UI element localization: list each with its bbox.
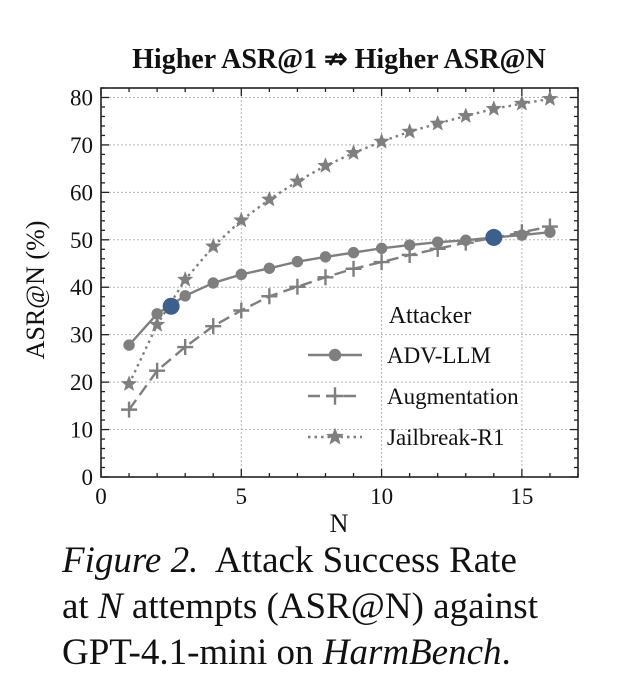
grid-lines: [100, 88, 578, 478]
chart: Higher ASR@1 ⇏ Higher ASR@N 0 5 10 15 0 10 20 3…: [21, 44, 579, 538]
x-axis-label: N: [330, 509, 349, 538]
point-adv-llm: [347, 246, 360, 259]
y-tick-label: 60: [70, 180, 93, 205]
point-jailbreak-r1: [120, 375, 138, 392]
point-jailbreak-r1: [513, 94, 531, 111]
caption-var-n: N: [97, 586, 123, 627]
point-adv-llm: [179, 290, 191, 302]
caption-line-1: Figure 2. Attack Success Rate: [62, 538, 602, 584]
point-adv-llm: [207, 277, 219, 289]
legend: Attacker ADV-LLM Augmentation Jailbreak-R1: [308, 303, 519, 450]
point-augmentation: [513, 224, 530, 241]
point-augmentation: [177, 339, 194, 356]
point-augmentation: [121, 401, 138, 418]
point-jailbreak-r1: [148, 316, 166, 332]
y-tick-label: 0: [82, 465, 94, 490]
point-jailbreak-r1: [457, 107, 475, 124]
point-jailbreak-r1: [261, 190, 278, 207]
y-tick-label: 70: [70, 133, 93, 158]
legend-marker-jailbreak-r1: [325, 427, 345, 445]
point-augmentation: [401, 246, 418, 263]
y-tick-label: 10: [70, 418, 93, 443]
highlight-point: [485, 228, 503, 246]
point-jailbreak-r1: [429, 114, 446, 131]
series-line-adv-llm: [128, 231, 551, 346]
series-markers: [120, 90, 559, 418]
point-adv-llm: [123, 339, 135, 351]
point-augmentation: [289, 278, 306, 295]
point-augmentation: [233, 302, 250, 319]
caption-line2-prefix: at: [62, 586, 89, 627]
point-augmentation: [457, 234, 474, 251]
y-axis-label: ASR@N (%): [21, 221, 50, 360]
point-adv-llm: [319, 251, 332, 263]
x-tick-label: 5: [236, 484, 248, 509]
point-augmentation: [261, 288, 278, 305]
point-augmentation: [345, 260, 362, 277]
caption-period: .: [501, 632, 511, 673]
point-adv-llm: [235, 268, 247, 281]
point-jailbreak-r1: [233, 211, 250, 228]
point-jailbreak-r1: [176, 270, 194, 287]
point-adv-llm: [375, 242, 388, 255]
legend-marker-adv-llm: [328, 348, 342, 362]
point-jailbreak-r1: [317, 157, 334, 173]
legend-title: Attacker: [389, 303, 472, 329]
point-augmentation: [429, 240, 446, 257]
legend-label-augmentation: Augmentation: [387, 384, 519, 409]
y-tick-label: 50: [70, 228, 93, 253]
series-lines: [127, 97, 551, 411]
point-jailbreak-r1: [289, 172, 306, 189]
point-jailbreak-r1: [485, 100, 503, 116]
legend-label-adv-llm: ADV-LLM: [387, 343, 491, 368]
point-jailbreak-r1: [541, 90, 559, 106]
y-tick-label: 20: [70, 370, 93, 395]
series-line-augmentation: [128, 225, 551, 411]
caption-line-2: at N attempts (ASR@N) against: [62, 584, 602, 630]
point-adv-llm: [263, 262, 276, 274]
y-tick-label: 40: [70, 275, 93, 300]
chart-title: Higher ASR@1 ⇏ Higher ASR@N: [132, 44, 546, 75]
point-augmentation: [541, 218, 558, 235]
legend-label-jailbreak-r1: Jailbreak-R1: [387, 425, 505, 450]
caption-line3-prefix: GPT-4.1-mini on: [62, 632, 314, 673]
plot-frame: [100, 87, 579, 478]
point-augmentation: [205, 318, 222, 335]
caption-benchmark: HarmBench: [322, 632, 502, 673]
axis-ticks: 0 5 10 15 0 10 20 30 40 50 60 70 80: [70, 85, 579, 509]
caption-line1-text: Attack Success Rate: [214, 540, 517, 581]
highlight-points: [162, 228, 503, 315]
point-adv-llm: [291, 255, 304, 268]
y-tick-label: 30: [70, 323, 93, 348]
legend-marker-augmentation: [326, 387, 344, 405]
x-tick-label: 15: [510, 484, 533, 509]
x-tick-label: 10: [370, 484, 393, 509]
point-augmentation: [149, 362, 166, 379]
caption-line2-suffix: attempts (ASR@N) against: [131, 586, 538, 627]
point-jailbreak-r1: [204, 237, 222, 254]
figure-label: Figure 2.: [62, 540, 199, 581]
point-augmentation: [373, 254, 390, 271]
highlight-point: [162, 297, 180, 315]
point-jailbreak-r1: [345, 144, 362, 161]
figure-caption: Figure 2. Attack Success Rate at N attem…: [62, 538, 602, 676]
point-jailbreak-r1: [401, 122, 418, 139]
point-jailbreak-r1: [373, 132, 390, 149]
x-tick-label: 0: [95, 484, 107, 509]
caption-line-3: GPT-4.1-mini on HarmBench.: [62, 630, 602, 676]
point-augmentation: [317, 269, 334, 286]
y-tick-label: 80: [70, 85, 93, 110]
